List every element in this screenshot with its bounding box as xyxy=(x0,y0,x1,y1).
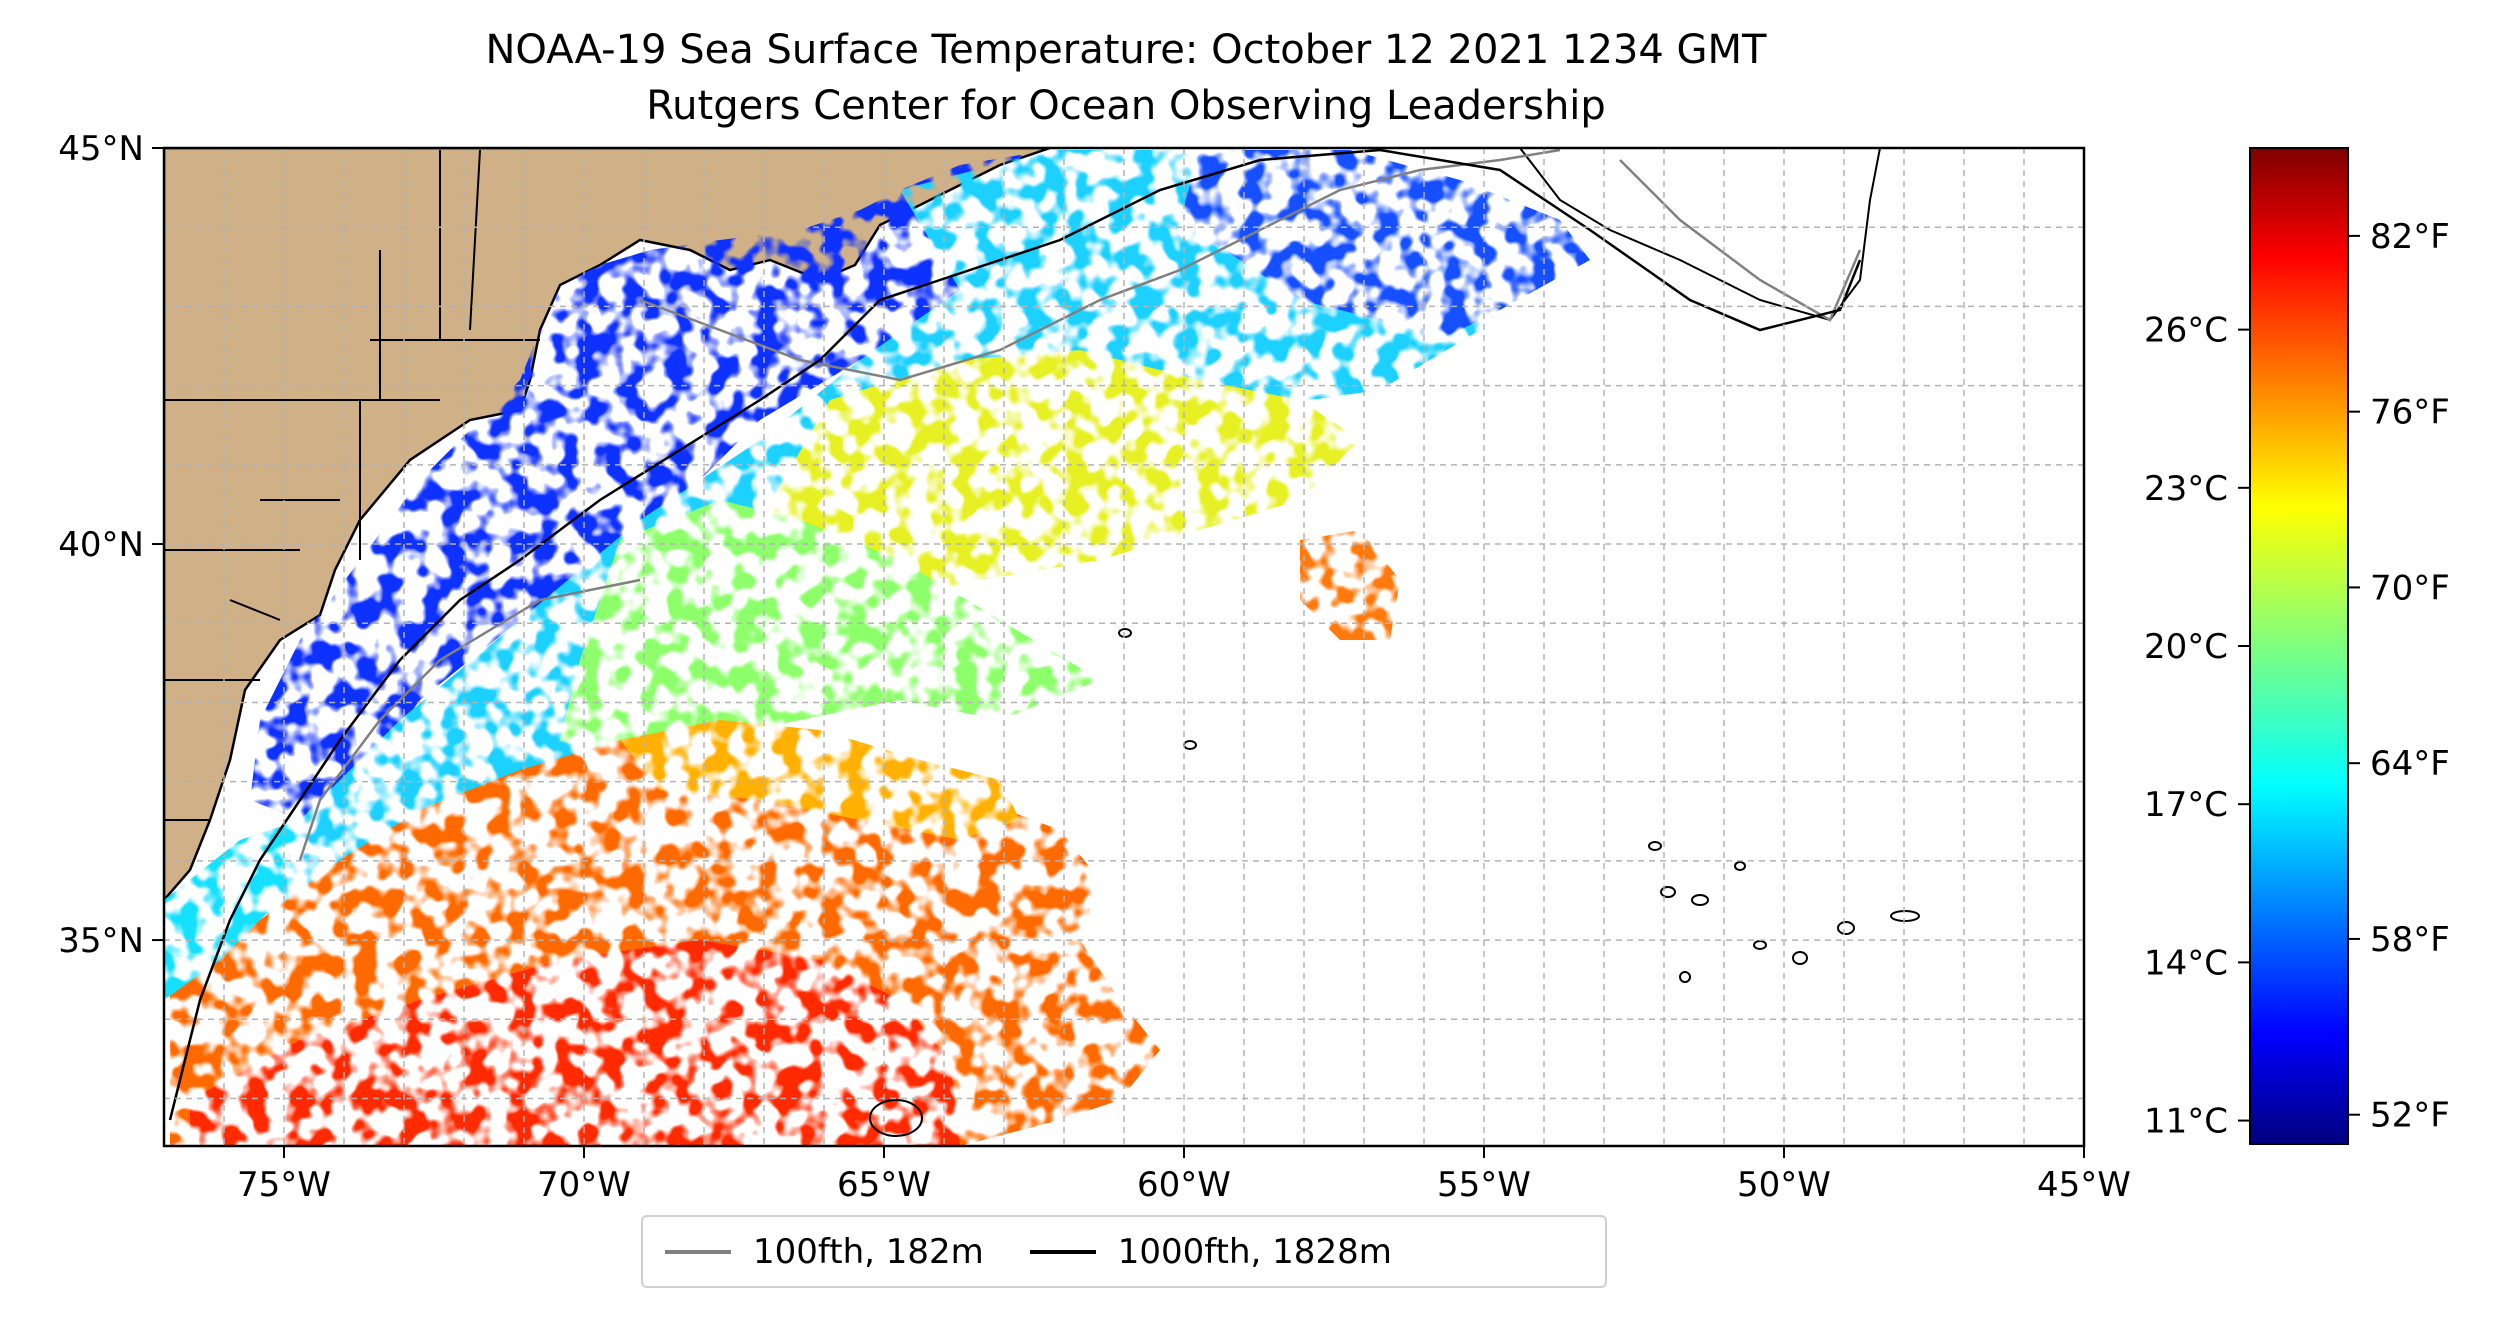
map-frame xyxy=(162,146,2086,1148)
isobath-100fth xyxy=(298,148,1862,861)
legend-line-black-icon xyxy=(1029,1249,1096,1254)
lat-tick-label: 45°N xyxy=(58,129,144,169)
legend-line-gray-icon xyxy=(665,1249,731,1254)
lon-tick-label: 60°W xyxy=(1137,1165,1231,1205)
legend-item-1000fth: 1000fth, 1828m xyxy=(1029,1231,1392,1272)
sst-field xyxy=(164,150,1590,1146)
state-borders xyxy=(164,149,540,821)
celsius-tick-label: 26°C xyxy=(2144,311,2228,351)
fahrenheit-tick-label: 82°F xyxy=(2370,217,2450,257)
lon-tick-label: 75°W xyxy=(237,1165,331,1205)
map-title: NOAA-19 Sea Surface Temperature: October… xyxy=(485,27,1767,73)
map-subtitle: Rutgers Center for Ocean Observing Leade… xyxy=(646,83,1606,129)
latitude-ticks: 35°N 40°N 45°N xyxy=(58,129,164,961)
celsius-tick-label: 11°C xyxy=(2144,1102,2228,1142)
lat-tick-label: 40°N xyxy=(58,525,144,565)
fahrenheit-tick-label: 52°F xyxy=(2370,1096,2450,1136)
colorbar xyxy=(2249,147,2349,1145)
lon-tick-label: 55°W xyxy=(1437,1165,1531,1205)
isobath-1000fth xyxy=(168,148,1862,1121)
colorbar-celsius-ticks: 11°C 14°C 17°C 20°C 23°C 26°C xyxy=(2144,311,2250,1142)
land-nova-scotia xyxy=(1050,148,1882,322)
lat-tick-label: 35°N xyxy=(58,921,144,961)
fahrenheit-tick-label: 64°F xyxy=(2370,744,2450,784)
celsius-tick-label: 14°C xyxy=(2144,943,2228,983)
lon-tick-label: 45°W xyxy=(2037,1165,2131,1205)
fahrenheit-tick-label: 58°F xyxy=(2370,920,2450,960)
fahrenheit-tick-label: 76°F xyxy=(2370,393,2450,433)
celsius-tick-label: 20°C xyxy=(2144,627,2228,667)
celsius-tick-label: 23°C xyxy=(2144,469,2228,509)
celsius-tick-label: 17°C xyxy=(2144,785,2228,825)
lon-tick-label: 50°W xyxy=(1737,1165,1831,1205)
legend-label-100fth: 100fth, 182m xyxy=(753,1231,984,1272)
isobath-legend: 100fth, 182m 1000fth, 1828m xyxy=(641,1215,1607,1288)
legend-item-100fth: 100fth, 182m xyxy=(665,1232,984,1272)
fahrenheit-tick-label: 70°F xyxy=(2370,568,2450,608)
map-area xyxy=(164,148,2084,1146)
colorbar-fahrenheit-ticks: 52°F 58°F 64°F 70°F 76°F 82°F xyxy=(2348,217,2450,1136)
lon-tick-label: 70°W xyxy=(537,1165,631,1205)
legend-label-1000fth: 1000fth, 1828m xyxy=(1117,1231,1392,1272)
map-gridlines xyxy=(164,148,2084,1146)
lon-tick-label: 65°W xyxy=(837,1165,931,1205)
longitude-ticks: 75°W 70°W 65°W 60°W 55°W 50°W 45°W xyxy=(237,1146,2131,1205)
seamount-contours xyxy=(869,628,1920,1137)
